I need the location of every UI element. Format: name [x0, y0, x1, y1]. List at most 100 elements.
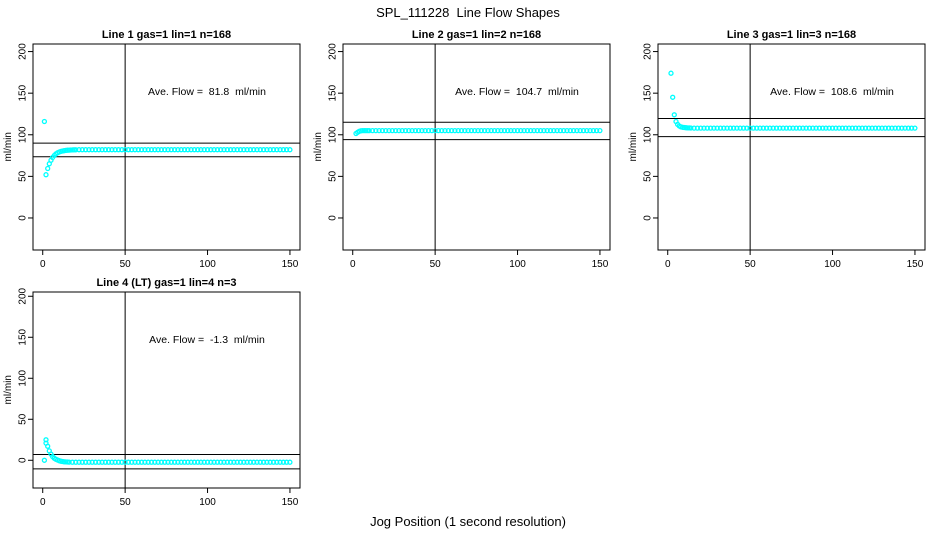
- data-point: [274, 147, 280, 153]
- data-point: [274, 459, 280, 465]
- plot-box: [32, 43, 301, 251]
- data-point: [836, 125, 842, 131]
- data-point: [528, 127, 534, 134]
- data-point: [796, 125, 803, 131]
- data-point: [221, 459, 227, 465]
- x-tick-label: 150: [282, 497, 299, 508]
- data-point: [241, 147, 247, 153]
- data-point: [737, 125, 743, 131]
- data-point: [366, 127, 372, 134]
- data-point: [869, 125, 875, 131]
- data-point: [231, 147, 237, 153]
- data-point: [495, 127, 501, 134]
- data-point: [201, 147, 207, 153]
- data-point: [264, 459, 270, 465]
- data-point: [142, 147, 148, 153]
- data-point: [198, 147, 204, 153]
- data-point: [406, 127, 412, 134]
- data-point: [148, 459, 155, 465]
- data-point: [872, 125, 879, 131]
- data-point: [171, 147, 178, 153]
- y-tick-label: 200: [18, 43, 29, 60]
- y-tick-label: 100: [18, 369, 29, 386]
- data-point: [763, 125, 770, 131]
- ave-flow-annotation-line-1: Ave. Flow = 81.8 ml/min: [148, 86, 266, 98]
- data-point: [260, 147, 267, 153]
- panel-line-1: 0 50 100 150 0 50 100 150 200 Line 1 gas=1 lin=1…: [0, 20, 310, 282]
- data-point: [806, 125, 813, 131]
- data-point: [501, 127, 508, 134]
- data-point: [862, 125, 869, 131]
- data-point: [518, 127, 524, 134]
- data-point: [188, 459, 194, 465]
- data-point: [76, 459, 82, 465]
- data-point: [45, 443, 51, 449]
- data-point: [668, 70, 674, 76]
- data-point: [218, 459, 224, 465]
- y-axis-label-line-4: ml/min: [2, 375, 14, 405]
- data-point: [109, 147, 115, 153]
- data-point: [373, 127, 379, 134]
- data-point: [561, 127, 567, 134]
- data-point: [577, 127, 583, 134]
- data-point: [839, 125, 846, 131]
- data-point: [237, 459, 244, 465]
- data-point: [488, 127, 494, 134]
- data-point: [45, 165, 51, 172]
- y-tick-label: 50: [643, 170, 654, 182]
- data-point: [826, 125, 832, 131]
- data-point: [905, 125, 912, 131]
- data-point: [277, 147, 283, 153]
- data-point: [544, 127, 550, 134]
- data-point: [122, 459, 128, 465]
- data-point: [112, 147, 118, 153]
- x-tick-label: 50: [120, 259, 132, 270]
- data-point: [92, 459, 99, 465]
- data-point: [852, 125, 859, 131]
- data-point: [514, 127, 521, 134]
- data-point: [524, 127, 531, 134]
- data-point: [419, 127, 425, 134]
- y-tick-label: 150: [643, 84, 654, 101]
- y-tick-label: 0: [18, 215, 29, 221]
- data-point: [820, 125, 826, 131]
- data-point: [99, 147, 105, 153]
- plot-box: [657, 43, 926, 251]
- data-point: [119, 147, 125, 153]
- data-point: [790, 125, 796, 131]
- data-point: [115, 459, 122, 465]
- data-point: [260, 459, 267, 465]
- x-tick-label: 100: [824, 259, 841, 270]
- data-point: [511, 127, 517, 134]
- data-point: [145, 147, 151, 153]
- panel-title-line-3: Line 3 gas=1 lin=3 n=168: [726, 29, 857, 41]
- data-point: [468, 127, 475, 134]
- data-point: [508, 127, 514, 134]
- data-point: [165, 147, 171, 153]
- data-point: [551, 127, 557, 134]
- data-point: [505, 127, 511, 134]
- plot-box: [32, 291, 301, 489]
- data-point: [175, 459, 181, 465]
- data-point: [478, 127, 484, 134]
- data-point: [813, 125, 819, 131]
- data-point: [162, 147, 168, 153]
- data-point: [227, 147, 234, 153]
- data-point: [439, 127, 445, 134]
- data-point: [714, 125, 720, 131]
- y-tick-label: 50: [328, 170, 339, 182]
- ave-flow-annotation-line-2: Ave. Flow = 104.7 ml/min: [455, 86, 579, 98]
- data-point: [135, 147, 141, 153]
- data-point: [472, 127, 478, 134]
- data-point: [89, 459, 95, 465]
- data-point: [389, 127, 395, 134]
- data-point: [597, 127, 603, 134]
- data-point: [892, 125, 898, 131]
- data-point: [564, 127, 570, 134]
- data-point: [181, 459, 188, 465]
- data-point: [267, 459, 273, 465]
- data-point: [590, 127, 597, 134]
- data-point: [168, 147, 174, 153]
- data-point: [191, 459, 198, 465]
